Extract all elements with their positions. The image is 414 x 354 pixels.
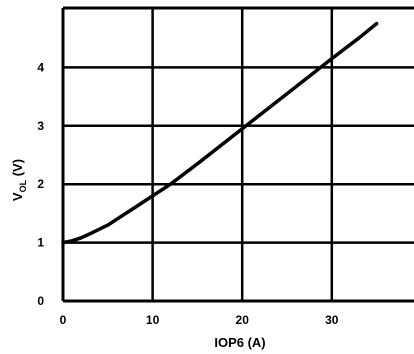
y-tick-label-3: 3 xyxy=(37,119,44,133)
y-tick-label-2: 2 xyxy=(37,177,44,191)
x-tick-label-0: 0 xyxy=(60,313,67,327)
x-tick-label-10: 10 xyxy=(146,313,160,327)
x-tick-label-20: 20 xyxy=(236,313,250,327)
grid xyxy=(63,8,414,301)
vol-curve xyxy=(61,21,379,245)
x-axis-label: IOP6 (A) xyxy=(214,335,265,350)
y-tick-label-4: 4 xyxy=(37,60,44,74)
y-axis-label-unit: (V) xyxy=(10,159,25,180)
plot-frame xyxy=(61,6,414,303)
x-tick-labels: 0 10 20 30 xyxy=(60,313,339,327)
y-axis-label: VOL (V) xyxy=(10,159,28,201)
series-layer xyxy=(61,21,379,245)
x-tick-label-30: 30 xyxy=(325,313,339,327)
y-axis-label-main: V xyxy=(10,192,25,201)
y-tick-label-0: 0 xyxy=(37,294,44,308)
y-tick-label-1: 1 xyxy=(37,236,44,250)
y-axis-label-sub: OL xyxy=(18,179,28,192)
y-tick-labels: 0 1 2 3 4 xyxy=(37,60,44,308)
